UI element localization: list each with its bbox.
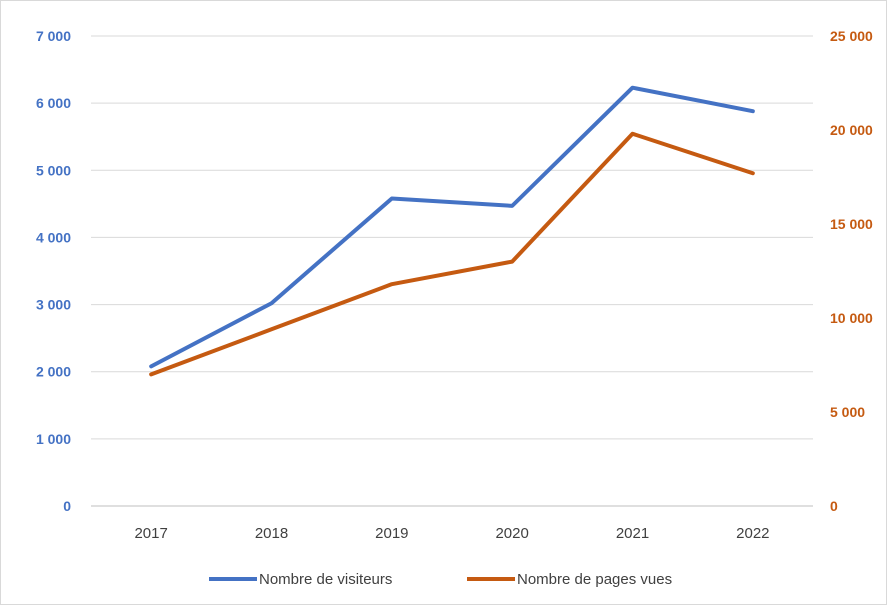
legend: Nombre de visiteurs Nombre de pages vues (209, 571, 672, 588)
right-axis-tick-label: 20 000 (830, 122, 873, 138)
left-axis-tick-label: 5 000 (36, 162, 71, 178)
left-axis-tick-label: 4 000 (36, 229, 71, 245)
right-axis-tick-label: 15 000 (830, 216, 873, 232)
left-axis-ticks: 0 1 000 2 000 3 000 4 000 5 000 6 000 7 000 (36, 28, 71, 514)
x-axis-tick-label: 2022 (736, 525, 769, 542)
left-axis-tick-label: 3 000 (36, 297, 71, 313)
left-axis-tick-label: 7 000 (36, 28, 71, 44)
right-axis-ticks: 0 5 000 10 000 15 000 20 000 25 000 (830, 28, 873, 514)
series-line-1 (151, 88, 753, 367)
right-axis-tick-label: 25 000 (830, 28, 873, 44)
series-lines (151, 88, 753, 375)
left-axis-tick-label: 0 (63, 498, 71, 514)
left-axis-tick-label: 1 000 (36, 431, 71, 447)
legend-label: Nombre de pages vues (517, 571, 672, 588)
right-axis-tick-label: 10 000 (830, 310, 873, 326)
left-axis-tick-label: 2 000 (36, 364, 71, 380)
x-axis-tick-label: 2021 (616, 525, 649, 542)
right-axis-tick-label: 5 000 (830, 404, 865, 420)
x-axis-ticks: 2017 2018 2019 2020 2021 2022 (134, 525, 769, 542)
right-axis-tick-label: 0 (830, 498, 838, 514)
x-axis-tick-label: 2019 (375, 525, 408, 542)
left-axis-tick-label: 6 000 (36, 95, 71, 111)
x-axis-tick-label: 2018 (255, 525, 288, 542)
x-axis-tick-label: 2017 (134, 525, 167, 542)
legend-label: Nombre de visiteurs (259, 571, 392, 588)
x-axis-tick-label: 2020 (495, 525, 528, 542)
